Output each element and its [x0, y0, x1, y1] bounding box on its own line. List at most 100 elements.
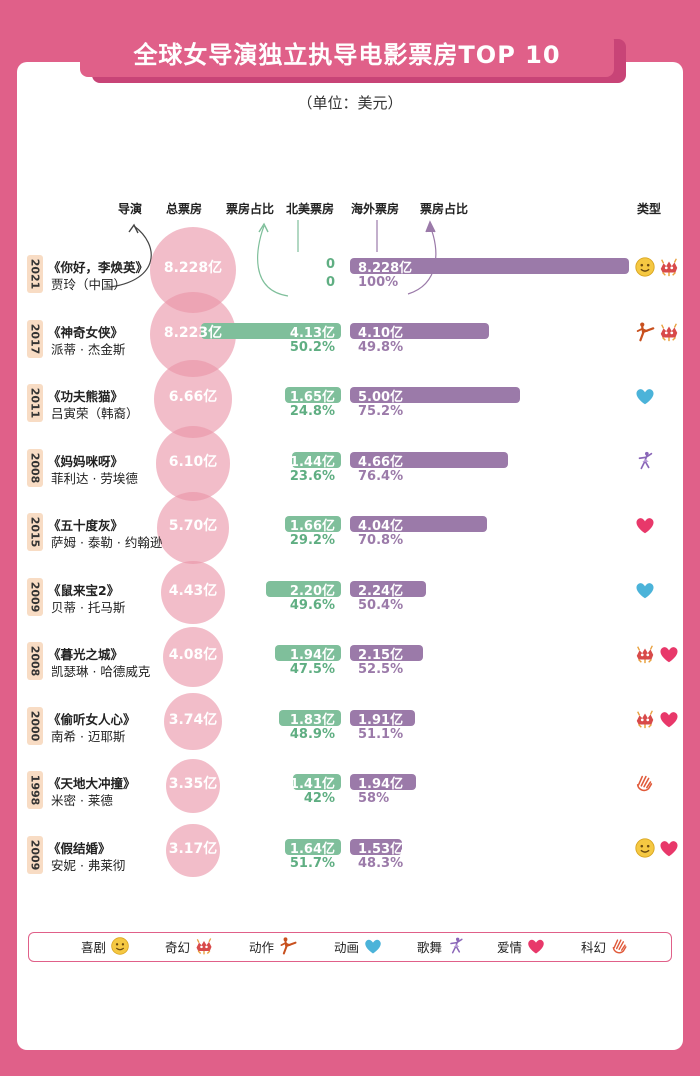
- director-name: 派蒂 · 杰金斯: [51, 341, 126, 357]
- year-label: 2000: [28, 710, 42, 741]
- north-america-bar: [284, 516, 341, 532]
- director-name: 安妮 · 弗莱彻: [51, 857, 126, 873]
- north-america-value: 1.41亿: [289, 777, 335, 792]
- dragon-icon: [194, 936, 214, 956]
- year-label: 2011: [28, 387, 42, 419]
- smiley-icon: [110, 936, 130, 956]
- legend-label: 动作: [249, 939, 275, 955]
- total-box-office: 3.35亿: [168, 776, 218, 792]
- north-america-bar: [275, 645, 341, 661]
- north-america-share: 42%: [303, 791, 335, 806]
- dancer-icon: [634, 450, 656, 472]
- year-tag: 2015: [27, 513, 43, 551]
- overseas-value: 1.91亿: [358, 712, 404, 728]
- north-america-bar: [292, 451, 341, 468]
- north-america-value: 2.20亿: [289, 583, 335, 599]
- total-box-office: 6.10亿: [168, 453, 218, 470]
- director-name: 米密 · 莱德: [51, 793, 113, 808]
- north-america-share: 23.6%: [289, 468, 335, 484]
- north-america-share: 0: [325, 275, 335, 290]
- movie-title: 《偷听女人心》: [48, 711, 136, 727]
- dragon-icon: [658, 256, 680, 278]
- total-bubble: [164, 692, 222, 751]
- content-card: [17, 62, 683, 1050]
- genre-legend: 喜剧 奇幻 动作 动画 歌舞 爱情 科幻: [28, 932, 672, 962]
- overseas-share: 70.8%: [358, 533, 404, 548]
- header-arrows: [109, 220, 437, 297]
- director-name: 贾玲（中国）: [51, 277, 127, 292]
- dragon-icon: [634, 708, 656, 730]
- dancer-icon: [446, 936, 466, 956]
- movie-title: 《天地大冲撞》: [48, 776, 136, 791]
- legend-item-animation: 动画: [334, 936, 383, 956]
- overseas-value: 5.00亿: [358, 390, 404, 405]
- header-north-america: 北美票房: [286, 202, 335, 216]
- overseas-value: 2.24亿: [358, 583, 404, 599]
- overseas-share: 50.4%: [358, 597, 404, 613]
- total-bubble: [165, 758, 221, 814]
- genre-icons: [634, 385, 682, 407]
- overseas-bar: [350, 774, 416, 790]
- north-america-bar: [266, 580, 341, 597]
- total-bubble: [157, 492, 229, 564]
- year-label: 2009: [28, 839, 42, 870]
- genre-icons: [634, 837, 682, 859]
- director-name: 菲利达 · 劳埃德: [51, 470, 138, 486]
- smiley-icon: [634, 837, 656, 859]
- overseas-share: 52.5%: [358, 662, 404, 677]
- blue-heart-icon: [634, 385, 656, 407]
- director-name: 凯瑟琳 · 哈德威克: [51, 664, 151, 679]
- north-america-share: 29.2%: [289, 533, 335, 548]
- legend-label: 奇幻: [165, 939, 191, 955]
- legend-label: 歌舞: [417, 939, 443, 955]
- page-title: 全球女导演独立执导电影票房TOP 10: [80, 33, 614, 77]
- north-america-bar: [285, 838, 341, 855]
- kick-icon: [278, 936, 298, 956]
- year-tag: 2008: [27, 642, 43, 680]
- overseas-bar: [350, 322, 489, 339]
- north-america-bar: [278, 709, 341, 726]
- total-box-office: 8.228亿: [163, 260, 223, 276]
- north-america-share: 49.6%: [289, 597, 335, 613]
- title-banner: 全球女导演独立执导电影票房TOP 10: [80, 33, 626, 83]
- year-tag: 2009: [27, 835, 43, 874]
- total-bubble: [155, 426, 231, 501]
- north-america-bar: [285, 387, 341, 403]
- genre-icons: [634, 256, 682, 278]
- blue-heart-icon: [363, 936, 383, 956]
- year-label: 1998: [28, 774, 42, 806]
- total-bubble: [162, 626, 224, 688]
- header-director: 导演: [118, 202, 143, 216]
- blue-heart-icon: [634, 579, 656, 601]
- overseas-bar: [350, 580, 426, 597]
- genre-icons: [634, 708, 682, 730]
- genre-icons: [634, 514, 682, 536]
- genre-icons: [634, 450, 682, 472]
- movie-title: 《五十度灰》: [48, 518, 124, 533]
- genre-icons: [634, 643, 682, 665]
- movie-title: 《你好，李焕英》: [48, 260, 149, 275]
- north-america-value: 1.83亿: [289, 712, 335, 728]
- total-box-office: 8.223亿: [163, 324, 223, 341]
- total-bubble: [161, 560, 225, 625]
- legend-item-fantasy: 奇幻: [165, 936, 214, 956]
- heart-icon: [634, 514, 656, 536]
- north-america-bar: [200, 322, 341, 339]
- header-os-share: 票房占比: [420, 202, 469, 216]
- heart-icon: [526, 936, 546, 956]
- north-america-value: 1.66亿: [289, 519, 335, 534]
- overseas-bar: [350, 451, 508, 468]
- overseas-value: 4.66亿: [358, 454, 404, 470]
- overseas-value: 1.94亿: [358, 777, 404, 792]
- north-america-value: 0: [325, 257, 335, 272]
- north-america-value: 1.94亿: [289, 648, 335, 663]
- movie-title: 《神奇女侠》: [48, 324, 124, 340]
- year-label: 2008: [28, 452, 42, 483]
- overseas-value: 4.10亿: [358, 325, 404, 341]
- year-tag: 1998: [27, 771, 43, 809]
- heart-icon: [658, 837, 680, 859]
- year-tag: 2009: [27, 577, 43, 616]
- total-box-office: 4.08亿: [168, 647, 218, 663]
- year-tag: 2000: [27, 706, 43, 745]
- dragon-icon: [658, 321, 680, 343]
